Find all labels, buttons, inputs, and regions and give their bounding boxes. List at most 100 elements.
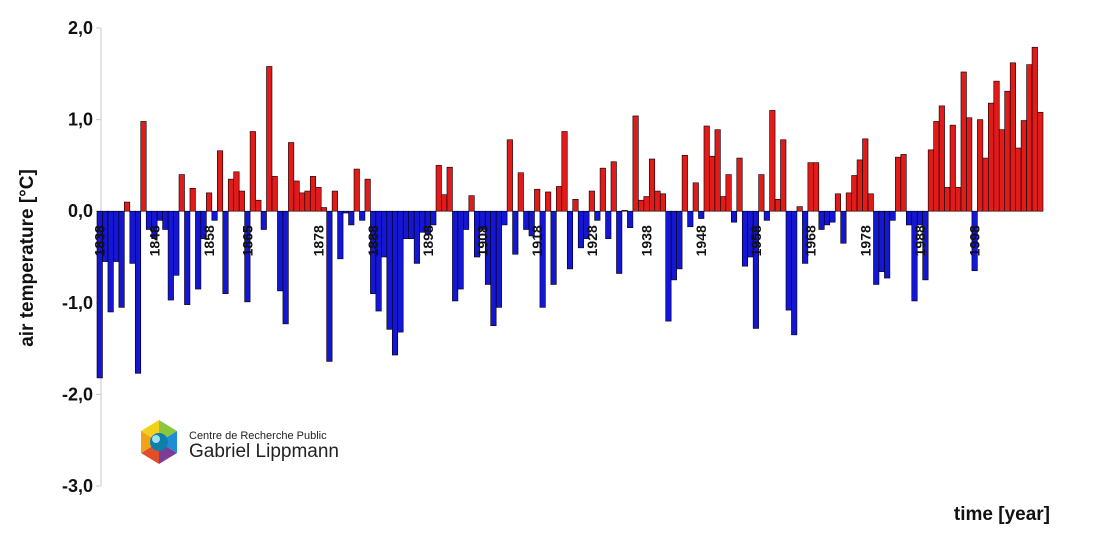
bar-year-1972: [829, 210, 836, 223]
bar-year-1880: [326, 210, 333, 362]
y-axis: 2,0 1,0 0,0 -1,0 -2,0 -3,0: [62, 18, 102, 496]
y-tick-label: 0,0: [68, 201, 93, 221]
bar-year-1951: [714, 129, 721, 212]
bar-year-1937: [638, 199, 645, 212]
y-tick-label: -2,0: [62, 384, 93, 404]
bar-year-1901: [441, 194, 448, 212]
bar-year-1905: [463, 210, 470, 230]
bar-year-1913: [506, 139, 513, 212]
bar-year-1859: [211, 210, 218, 221]
x-tick-label-1858: 1858: [201, 225, 217, 256]
bar-year-1892: [391, 210, 399, 356]
bar-year-1988: [916, 210, 923, 226]
bar-year-1996: [960, 71, 967, 212]
x-tick-label-1968: 1968: [803, 225, 819, 256]
bar-year-1947: [692, 182, 699, 212]
bar-year-1885: [353, 168, 360, 212]
bar-year-1936: [632, 115, 639, 212]
bar-year-1927: [583, 210, 590, 239]
bar-year-1872: [282, 210, 289, 325]
bar-year-1995: [955, 187, 962, 212]
bar-year-2001: [988, 102, 995, 212]
bar-year-1845: [134, 210, 142, 374]
bar-year-1922: [556, 186, 563, 212]
bar-year-1883: [342, 210, 349, 214]
bar-year-1919: [539, 210, 546, 308]
bar-year-1887: [364, 178, 371, 212]
bar-year-1983: [889, 210, 896, 221]
bar-year-1916: [523, 210, 530, 230]
bar-year-1853: [178, 174, 185, 212]
bar-year-1973: [834, 193, 841, 212]
bar-year-1873: [288, 142, 295, 212]
bar-year-1975: [845, 192, 852, 212]
x-tick-label-1878: 1878: [311, 225, 327, 256]
bar-year-1861: [222, 210, 229, 294]
bar-year-1854: [184, 210, 191, 305]
bar-year-1978: [862, 138, 869, 212]
bar-year-1998: [971, 210, 978, 272]
bar-year-1877: [309, 176, 317, 212]
bar-year-1991: [933, 121, 940, 212]
bar-year-1858: [206, 192, 213, 212]
bar-year-1971: [823, 210, 831, 226]
bar-year-2007: [1020, 120, 1027, 212]
bar-year-1962: [774, 198, 781, 212]
y-tick-label: -3,0: [62, 476, 93, 496]
bar-year-1891: [386, 210, 393, 330]
bar-year-1918: [534, 188, 541, 212]
bar-year-1923: [561, 131, 568, 212]
x-tick-label-1888: 1888: [365, 225, 381, 256]
x-tick-labels: 1838 1848 1858 1865 1878 1888 1898 1908 1918 1928…: [92, 225, 983, 256]
bar-year-1982: [884, 210, 891, 279]
x-tick-label-1938: 1938: [639, 225, 655, 256]
bar-year-1902: [446, 166, 453, 212]
bar-year-1979: [867, 193, 874, 212]
bar-year-1929: [594, 210, 601, 221]
bar-year-1970: [818, 210, 825, 230]
bar-year-1912: [501, 210, 508, 226]
bar-year-1924: [566, 210, 574, 270]
bar-year-1965: [791, 210, 798, 336]
bar-year-1955: [736, 157, 743, 212]
bar-year-1935: [627, 210, 634, 228]
bar-year-1966: [796, 206, 803, 212]
bar-year-1867: [255, 199, 262, 212]
bar-year-2004: [1004, 90, 1011, 212]
bar-year-1889: [375, 210, 382, 312]
x-tick-label-1898: 1898: [420, 225, 436, 256]
bar-year-1895: [408, 210, 415, 239]
bar-year-1881: [331, 190, 338, 212]
bar-year-1862: [227, 178, 235, 212]
x-tick-label-1918: 1918: [529, 225, 545, 256]
bars: [96, 46, 1044, 379]
y-axis-title: air temperature [°C]: [17, 169, 38, 347]
bar-year-1961: [769, 110, 776, 212]
bar-year-2009: [1031, 46, 1038, 212]
bar-year-1864: [238, 190, 245, 212]
bar-year-1917: [528, 210, 535, 237]
bar-year-1856: [195, 210, 202, 290]
bar-year-1985: [900, 154, 907, 212]
bar-year-2002: [993, 80, 1000, 212]
bar-year-1855: [189, 188, 196, 212]
bar-year-1870: [271, 176, 278, 212]
bar-year-1950: [709, 155, 716, 212]
bar-year-1993: [944, 187, 951, 212]
bar-year-1994: [949, 124, 956, 212]
bar-year-1875: [299, 192, 306, 212]
bar-year-1890: [381, 210, 388, 258]
bar-year-1967: [802, 210, 809, 264]
bar-year-1842: [118, 210, 125, 308]
bar-year-2003: [998, 129, 1006, 212]
bar-year-1910: [490, 210, 497, 326]
bar-year-1944: [676, 210, 683, 270]
bar-year-1942: [665, 210, 672, 322]
bar-year-2000: [982, 157, 989, 212]
bar-year-1948: [698, 210, 705, 219]
bar-year-1981: [878, 210, 885, 272]
bar-year-1925: [572, 198, 579, 212]
bar-year-1850: [162, 210, 169, 230]
bar-year-1894: [402, 210, 409, 239]
